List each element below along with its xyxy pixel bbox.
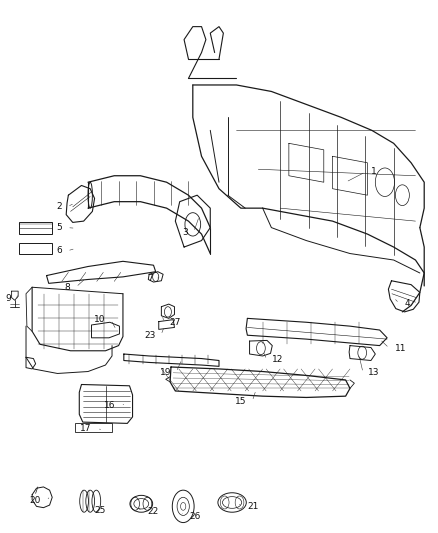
Text: 2: 2: [56, 203, 62, 212]
Text: 27: 27: [169, 318, 180, 327]
Text: 19: 19: [159, 368, 171, 377]
Text: 13: 13: [368, 368, 380, 377]
Text: 21: 21: [247, 502, 259, 511]
Text: 3: 3: [183, 228, 188, 237]
Text: 16: 16: [103, 401, 115, 410]
Text: 11: 11: [395, 344, 406, 353]
Text: 8: 8: [65, 282, 71, 292]
Text: 5: 5: [56, 223, 62, 232]
Text: 23: 23: [144, 330, 155, 340]
Text: 17: 17: [80, 424, 92, 433]
Text: 25: 25: [95, 506, 106, 515]
Text: 10: 10: [94, 315, 106, 324]
Text: 15: 15: [236, 397, 247, 406]
Text: 22: 22: [148, 507, 159, 516]
Text: 4: 4: [405, 299, 410, 308]
Text: 9: 9: [6, 294, 12, 303]
Text: 12: 12: [272, 356, 284, 365]
Text: 6: 6: [56, 246, 62, 255]
Text: 20: 20: [29, 496, 41, 505]
Text: 7: 7: [147, 273, 152, 282]
Text: 1: 1: [371, 167, 377, 176]
Text: 26: 26: [189, 512, 201, 521]
